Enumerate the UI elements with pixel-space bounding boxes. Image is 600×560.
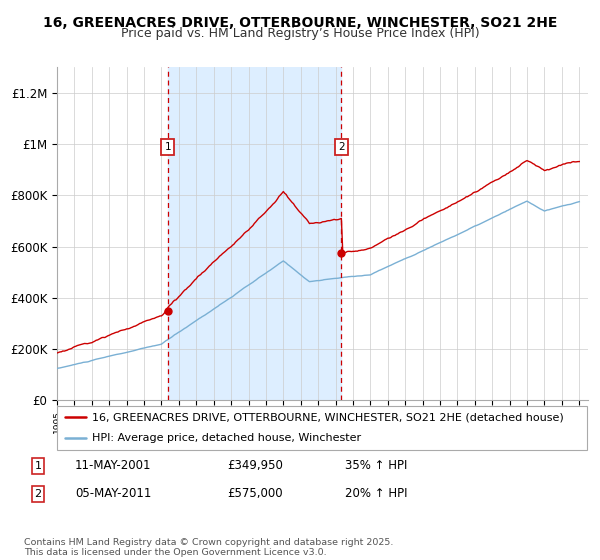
Text: 1: 1 xyxy=(35,461,41,471)
Text: 35% ↑ HPI: 35% ↑ HPI xyxy=(346,459,408,473)
Text: HPI: Average price, detached house, Winchester: HPI: Average price, detached house, Winc… xyxy=(92,433,361,444)
Bar xyxy=(168,67,341,400)
Text: 20% ↑ HPI: 20% ↑ HPI xyxy=(346,487,408,501)
Text: 2: 2 xyxy=(338,142,345,152)
Text: 05-MAY-2011: 05-MAY-2011 xyxy=(75,487,151,501)
Text: 2: 2 xyxy=(35,489,41,499)
Text: Price paid vs. HM Land Registry’s House Price Index (HPI): Price paid vs. HM Land Registry’s House … xyxy=(121,27,479,40)
FancyBboxPatch shape xyxy=(57,406,587,450)
Text: 11-MAY-2001: 11-MAY-2001 xyxy=(75,459,151,473)
Text: £349,950: £349,950 xyxy=(227,459,283,473)
Text: 16, GREENACRES DRIVE, OTTERBOURNE, WINCHESTER, SO21 2HE: 16, GREENACRES DRIVE, OTTERBOURNE, WINCH… xyxy=(43,16,557,30)
Text: 1: 1 xyxy=(164,142,171,152)
Text: 16, GREENACRES DRIVE, OTTERBOURNE, WINCHESTER, SO21 2HE (detached house): 16, GREENACRES DRIVE, OTTERBOURNE, WINCH… xyxy=(92,412,563,422)
Text: £575,000: £575,000 xyxy=(227,487,283,501)
Text: Contains HM Land Registry data © Crown copyright and database right 2025.
This d: Contains HM Land Registry data © Crown c… xyxy=(24,538,394,557)
